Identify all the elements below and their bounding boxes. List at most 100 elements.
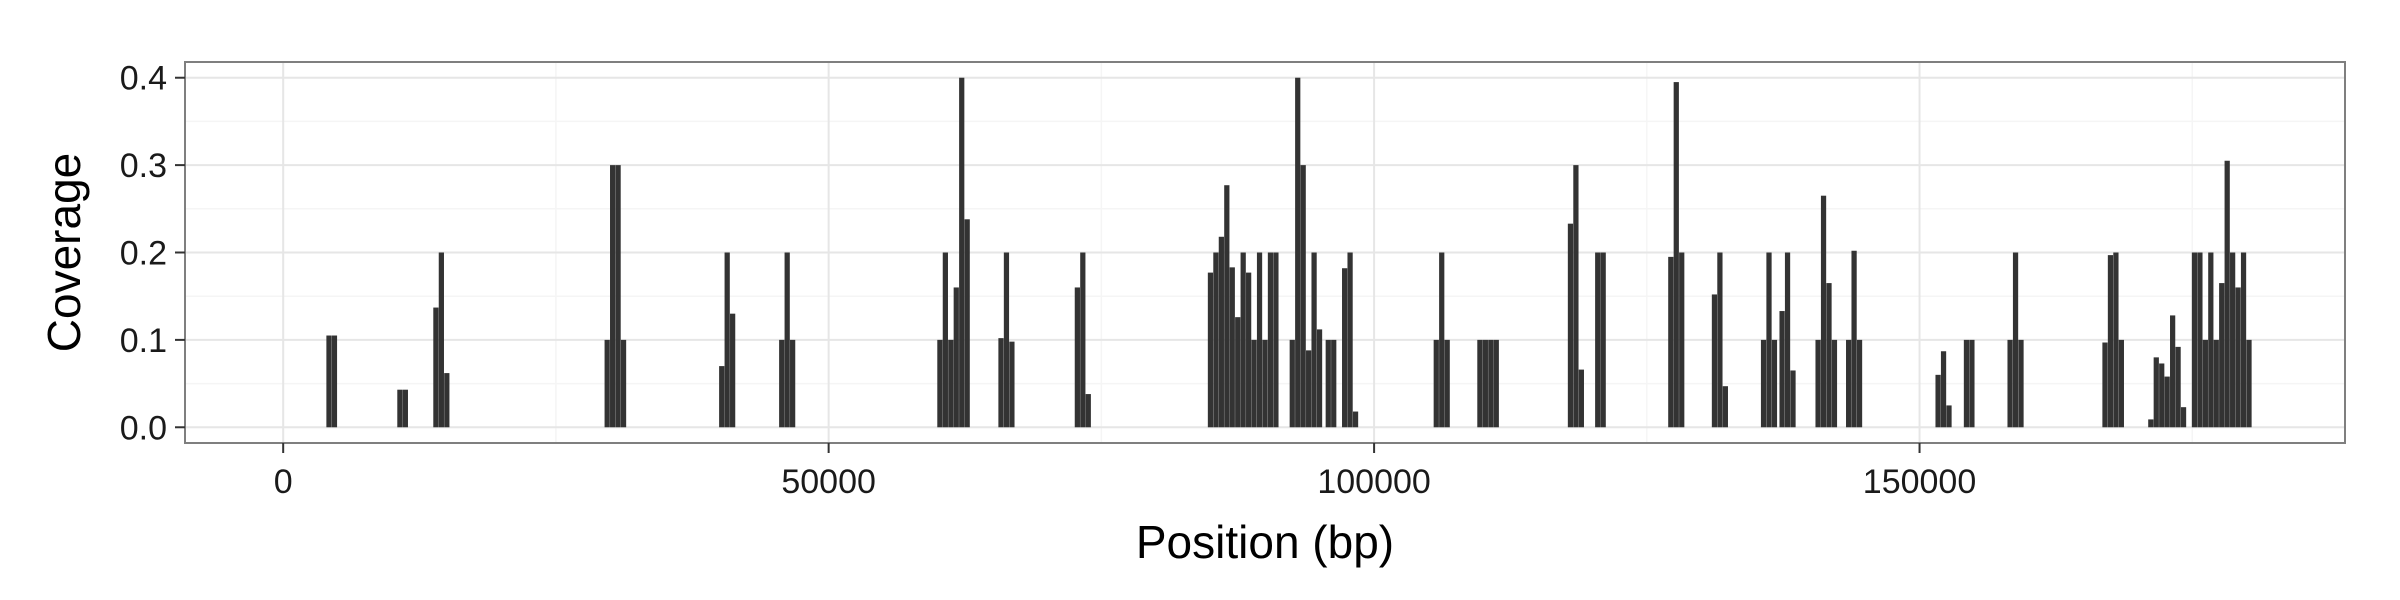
coverage-bar (433, 307, 439, 428)
coverage-bar (1325, 339, 1331, 428)
coverage-bar (1846, 339, 1852, 428)
coverage-bar (2012, 252, 2019, 428)
coverage-bar (1711, 294, 1718, 428)
coverage-bar (1760, 339, 1767, 428)
coverage-bar (948, 339, 954, 428)
coverage-bar (2191, 252, 2198, 428)
coverage-bar (1246, 272, 1252, 428)
coverage-bar (1790, 370, 1796, 428)
coverage-bar (2107, 255, 2114, 428)
coverage-bar (1717, 252, 1723, 428)
coverage-bar (1444, 339, 1450, 428)
coverage-bar (1766, 252, 1772, 428)
coverage-bar (2170, 315, 2176, 428)
coverage-bar (1969, 339, 1975, 428)
coverage-bar (1300, 165, 1306, 428)
coverage-bar (1213, 252, 1219, 428)
coverage-bar (779, 339, 785, 428)
coverage-bar (1771, 339, 1778, 428)
coverage-bar (1673, 82, 1679, 428)
coverage-bar (2197, 252, 2203, 428)
coverage-bar (615, 165, 621, 428)
coverage-bar (2175, 346, 2181, 428)
x-tick-label: 100000 (1317, 463, 1430, 501)
coverage-bar (1940, 351, 1947, 428)
x-axis-title: Position (bp) (1136, 516, 1394, 568)
coverage-bar (1229, 267, 1235, 428)
coverage-bar (1080, 252, 1086, 428)
coverage-bar (1493, 339, 1499, 428)
coverage-bar (2164, 376, 2170, 428)
coverage-bar (784, 252, 790, 428)
coverage-bar (438, 252, 444, 428)
coverage-bar (1207, 272, 1214, 428)
coverage-bar (2159, 363, 2165, 428)
coverage-bar (1009, 341, 1015, 428)
coverage-bar (1668, 256, 1674, 428)
coverage-bar (2180, 407, 2187, 428)
coverage-bar (1251, 339, 1257, 428)
x-axis: 0 50000 100000 150000 (274, 443, 1976, 501)
coverage-bar (1256, 252, 1263, 428)
coverage-bar (2208, 252, 2214, 428)
x-tick-label: 150000 (1863, 463, 1976, 501)
coverage-bar (1963, 339, 1970, 428)
coverage-bar (2153, 357, 2159, 428)
coverage-bar (1851, 250, 1857, 428)
coverage-bar (730, 313, 736, 428)
coverage-bar (604, 339, 610, 428)
coverage-bar (1273, 252, 1279, 428)
coverage-bar (1722, 386, 1728, 428)
coverage-bar (620, 339, 627, 428)
coverage-bar (1439, 252, 1445, 428)
x-tick-label: 50000 (781, 463, 876, 501)
y-axis: 0.0 0.1 0.2 0.3 0.4 (120, 60, 185, 447)
coverage-bar (2235, 287, 2241, 428)
coverage-bar (1567, 223, 1574, 428)
coverage-bar (1342, 268, 1348, 428)
coverage-bar (444, 373, 450, 428)
y-axis-title: Coverage (38, 153, 90, 352)
coverage-bar (1831, 339, 1838, 428)
coverage-bar (953, 287, 959, 428)
coverage-bar (1482, 339, 1488, 428)
coverage-bar (998, 338, 1004, 428)
coverage-bar (1235, 317, 1241, 428)
coverage-bar (959, 77, 965, 428)
coverage-bar (1935, 374, 1941, 428)
coverage-bars (326, 77, 2252, 428)
coverage-bar (326, 335, 332, 428)
coverage-bar (1595, 252, 1601, 428)
coverage-bar (2007, 339, 2013, 428)
coverage-bar (2102, 342, 2108, 428)
coverage-bar (1003, 252, 1010, 428)
coverage-bar (1784, 252, 1791, 428)
coverage-bar (402, 389, 408, 428)
y-tick-label: 0.1 (120, 322, 167, 360)
coverage-bar (1262, 339, 1268, 428)
coverage-bar (2213, 339, 2219, 428)
coverage-bar (1815, 339, 1821, 428)
coverage-bar (2018, 339, 2024, 428)
coverage-bar (397, 389, 403, 428)
coverage-bar (2148, 419, 2154, 428)
coverage-bar (610, 165, 616, 428)
coverage-bar (1600, 252, 1606, 428)
coverage-bar (790, 339, 796, 428)
coverage-bar (2224, 160, 2230, 428)
coverage-bar (1311, 252, 1317, 428)
coverage-bar (2118, 339, 2124, 428)
coverage-bar (1433, 339, 1439, 428)
x-tick-label: 0 (274, 463, 293, 501)
coverage-bar (1224, 185, 1230, 428)
y-tick-label: 0.4 (120, 60, 167, 98)
coverage-bar (1679, 252, 1685, 428)
coverage-bar (1573, 165, 1579, 428)
coverage-bar (1267, 252, 1274, 428)
coverage-bar (1488, 339, 1494, 428)
coverage-bar (1240, 252, 1246, 428)
coverage-bar (724, 252, 730, 428)
y-tick-label: 0.0 (120, 409, 167, 447)
